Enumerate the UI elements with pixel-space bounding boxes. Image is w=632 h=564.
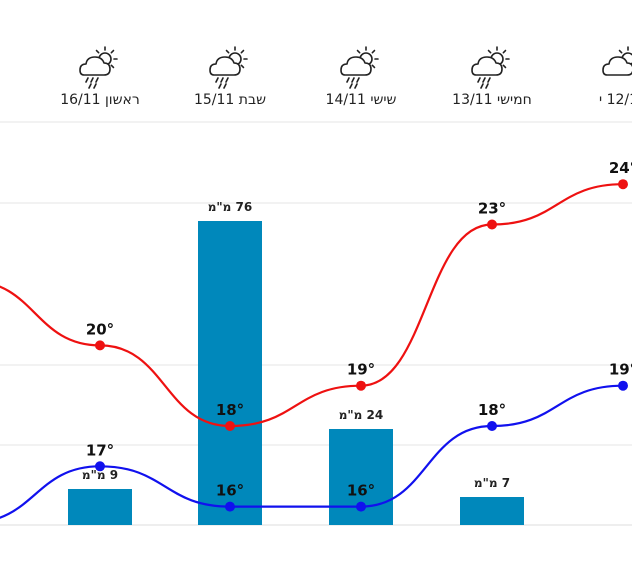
max-temp-label: 20°: [86, 320, 114, 338]
max-temp-point: [487, 219, 497, 230]
max-temp-line: [0, 183, 624, 428]
sun-ray: [502, 64, 507, 69]
sun-ray: [240, 64, 245, 69]
rain-bar: [198, 221, 262, 525]
temperature-lines: [0, 179, 628, 519]
rain-bars: [68, 221, 524, 525]
sun-ray: [487, 49, 492, 54]
rain-drop: [95, 77, 99, 83]
min-temp-label: 16°: [216, 482, 244, 500]
partly-sunny-rain-icon: [340, 46, 379, 89]
rain-drop: [480, 83, 484, 89]
sun-ray: [240, 49, 245, 54]
min-temp-point: [618, 380, 628, 391]
rain-drop: [88, 83, 92, 89]
sun-ray: [356, 49, 361, 54]
day-label: ראשון 16/11: [60, 92, 140, 108]
rain-drop: [225, 77, 229, 83]
rain-label: 7 מ"מ: [474, 476, 510, 490]
sun-ray: [371, 64, 376, 69]
min-temp-label: 16°: [347, 482, 375, 500]
rain-bar: [68, 489, 132, 525]
partly-sunny-icon: [602, 46, 632, 76]
rain-drop: [346, 77, 350, 83]
rain-drop: [218, 83, 222, 89]
cloud-shape: [340, 56, 372, 76]
min-temp-point: [225, 501, 235, 512]
day-header: ראשון 16/11 שבת 15/11 שישי 14/11 חמישי 13/1…: [60, 46, 632, 108]
rain-drop: [90, 77, 94, 83]
sun-ray: [110, 64, 115, 69]
rain-label: 76 מ"מ: [208, 200, 253, 214]
rain-drop: [215, 77, 219, 83]
day-label: שבת 15/11: [194, 92, 266, 108]
rain-drop: [477, 77, 481, 83]
rain-drop: [354, 83, 358, 89]
sun-ray: [618, 49, 623, 54]
cloud-shape: [471, 56, 503, 76]
max-temp-point: [356, 380, 366, 391]
rain-label: 9 מ"מ: [82, 468, 118, 482]
rain-drop: [93, 83, 97, 89]
min-temp-label: 18°: [478, 401, 506, 419]
max-temp-label: 19°: [347, 361, 375, 379]
min-temp-label: 19°: [609, 361, 632, 379]
rain-drop: [351, 77, 355, 83]
sun-ray: [95, 49, 100, 54]
rain-drop: [356, 77, 360, 83]
rain-drop: [482, 77, 486, 83]
chart-labels: 9 מ"מ 76 מ"מ 24 מ"מ 7 מ"מ 20° 17° 18° 16° 19° 16°…: [82, 159, 632, 499]
rain-bar: [460, 497, 524, 525]
cloud-shape: [79, 56, 111, 76]
sun-ray: [371, 49, 376, 54]
min-temp-point: [356, 501, 366, 512]
min-temp-point: [487, 421, 497, 431]
max-temp-point: [225, 421, 235, 431]
rain-drop: [220, 77, 224, 83]
max-temp-label: 23°: [478, 200, 506, 218]
max-temp-point: [95, 340, 105, 351]
min-temp-label: 17°: [86, 441, 114, 459]
day-label: 12/11 י: [599, 92, 632, 108]
max-temp-label: 18°: [216, 401, 244, 419]
sun-ray: [502, 49, 507, 54]
day-label: חמישי 13/11: [452, 92, 532, 108]
sun-ray: [110, 49, 115, 54]
min-temp-line: [0, 384, 624, 519]
rain-drop: [85, 77, 89, 83]
rain-label: 24 מ"מ: [339, 408, 384, 422]
cloud-shape: [602, 56, 632, 76]
day-label: שישי 14/11: [326, 92, 397, 108]
rain-drop: [487, 77, 491, 83]
sun-ray: [225, 49, 230, 54]
rain-drop: [349, 83, 353, 89]
rain-drop: [223, 83, 227, 89]
rain-drop: [485, 83, 489, 89]
partly-sunny-rain-icon: [209, 46, 248, 89]
max-temp-point: [618, 179, 628, 190]
partly-sunny-rain-icon: [79, 46, 118, 89]
partly-sunny-rain-icon: [471, 46, 510, 89]
cloud-shape: [209, 56, 241, 76]
max-temp-label: 24°: [609, 159, 632, 177]
min-temp-point: [95, 461, 105, 472]
